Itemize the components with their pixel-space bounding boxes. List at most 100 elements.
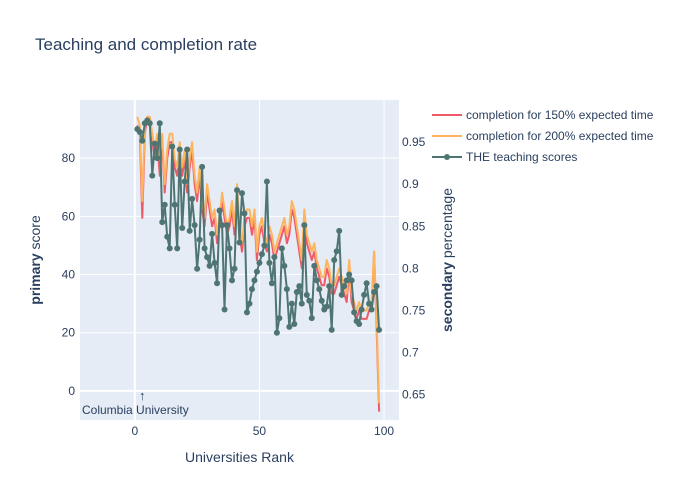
data-point — [263, 178, 270, 185]
data-point — [291, 321, 298, 327]
data-point — [251, 277, 258, 284]
data-point — [281, 262, 288, 269]
data-point — [156, 120, 163, 127]
annotation: ↑ Columbia University — [82, 388, 189, 417]
data-point — [176, 146, 183, 153]
y-axis-label: primary score — [27, 215, 43, 305]
y2-tick-label: 0.8 — [402, 261, 419, 275]
y-axis-label-rest: score — [27, 215, 43, 253]
data-point — [166, 245, 173, 252]
annotation-label: Columbia University — [82, 403, 189, 417]
data-point — [368, 306, 375, 313]
y-tick-label: 80 — [62, 151, 76, 165]
data-point — [146, 120, 153, 127]
data-point — [293, 289, 300, 295]
data-point — [268, 280, 275, 287]
legend-item: completion for 150% expected time — [432, 108, 654, 122]
data-point — [308, 315, 315, 322]
series-completion-for-200-expected-time — [136, 115, 381, 404]
data-point — [181, 178, 188, 185]
y-tick-label: 0 — [68, 384, 75, 398]
data-point — [316, 286, 323, 293]
y2-tick-label: 0.7 — [402, 346, 419, 360]
y2-tick-label: 0.85 — [402, 219, 426, 233]
y-tick-label: 40 — [62, 268, 76, 282]
data-point — [161, 201, 168, 208]
data-point — [164, 233, 171, 240]
x-tick-label: 0 — [131, 424, 138, 438]
x-axis-label: Universities Rank — [185, 449, 295, 465]
data-point — [373, 283, 380, 290]
chart-title: Teaching and completion rate — [35, 35, 257, 54]
y2-axis-label: secondary percentage — [439, 188, 455, 332]
data-point — [209, 230, 216, 237]
data-point — [229, 277, 236, 284]
data-point — [201, 245, 208, 252]
data-point — [311, 262, 318, 269]
zero-lines — [80, 100, 399, 420]
data-point — [189, 195, 196, 202]
data-point — [246, 300, 253, 307]
y-tick-label: 20 — [62, 326, 76, 340]
y2-axis-label-bold: secondary — [439, 262, 455, 332]
data-point — [171, 201, 178, 208]
data-point — [303, 291, 310, 298]
data-point — [186, 227, 193, 234]
data-point — [338, 291, 345, 298]
data-point — [179, 225, 186, 231]
data-point — [169, 143, 176, 150]
data-point — [219, 222, 226, 229]
data-point — [204, 254, 211, 261]
data-point — [241, 210, 248, 217]
data-point — [184, 146, 191, 153]
data-point — [266, 259, 273, 266]
data-point — [199, 163, 206, 170]
data-point — [159, 219, 166, 226]
data-point — [273, 329, 280, 336]
data-point — [278, 245, 285, 252]
data-point — [376, 326, 383, 333]
data-point — [151, 140, 158, 147]
data-point — [243, 309, 250, 316]
data-point — [283, 286, 290, 293]
data-point — [358, 306, 365, 313]
data-point — [328, 326, 335, 333]
data-point — [214, 280, 221, 287]
data-point — [336, 227, 343, 234]
data-point — [149, 172, 156, 179]
data-point — [139, 137, 146, 144]
data-point — [261, 242, 268, 249]
legend-label: completion for 150% expected time — [466, 108, 654, 122]
data-point — [371, 289, 378, 295]
data-point — [174, 245, 181, 252]
legend-item: THE teaching scores — [432, 150, 577, 164]
data-point — [348, 277, 355, 284]
series-line — [136, 119, 381, 334]
legend-item: completion for 200% expected time — [432, 129, 654, 143]
data-point — [343, 277, 350, 284]
data-point — [211, 259, 218, 266]
data-point — [361, 291, 368, 298]
data-point — [154, 155, 161, 162]
legend-label: completion for 200% expected time — [466, 129, 654, 143]
data-point — [206, 262, 213, 269]
data-point — [313, 277, 320, 284]
data-point — [258, 251, 265, 258]
y2-tick-label: 0.9 — [402, 177, 419, 191]
legend-label: THE teaching scores — [466, 150, 577, 164]
data-point — [221, 306, 228, 313]
data-point — [224, 222, 231, 229]
y2-axis-label-rest: percentage — [439, 188, 455, 262]
x-tick-label: 50 — [253, 424, 267, 438]
data-point — [326, 283, 333, 290]
x-axis-ticks: 0 50 100 — [131, 424, 394, 438]
data-point — [351, 309, 358, 316]
data-point — [216, 207, 223, 214]
data-point — [333, 248, 340, 255]
data-point — [341, 283, 348, 290]
annotation-arrow: ↑ — [139, 388, 146, 403]
data-point — [296, 283, 303, 290]
data-point — [194, 265, 201, 272]
data-point — [191, 222, 198, 229]
